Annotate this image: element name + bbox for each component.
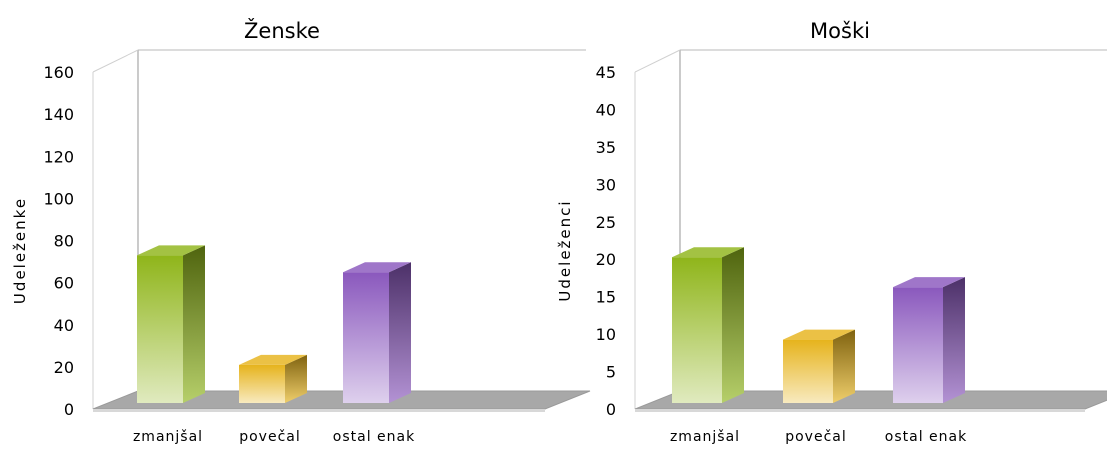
y-tick-label: 60	[54, 274, 74, 293]
y-tick-label: 40	[596, 100, 616, 119]
x-category-label: zmanjšal	[133, 429, 203, 445]
y-tick-label: 0	[64, 400, 74, 419]
y-tick-label: 35	[596, 138, 616, 157]
y-axis-label: Udeleženke	[11, 197, 29, 304]
chart1: 0 20 40 60 80 100 120 140 160 Ženske Udeleženke zma…	[11, 18, 591, 445]
y-tick-label: 5	[606, 363, 616, 382]
chart-floor-edge	[93, 409, 545, 412]
bar-top	[893, 277, 965, 288]
chart-title: Moški	[810, 19, 870, 43]
y-tick-label: 120	[43, 147, 74, 166]
x-category-label: povečal	[785, 429, 847, 445]
y-axis-label: Udeleženci	[556, 199, 574, 301]
bar-side	[833, 329, 855, 403]
y-tick-label: 25	[596, 213, 616, 232]
y-tick-label: 40	[54, 316, 74, 335]
x-category-label: povečal	[239, 429, 301, 445]
bar-front	[137, 255, 183, 403]
bar-side	[943, 277, 965, 403]
bar-front	[343, 272, 389, 403]
side-wall-top-edge	[92, 49, 139, 73]
bar-zmanjšal	[137, 245, 205, 403]
bar-front	[893, 287, 943, 403]
y-tick-label: 20	[54, 358, 74, 377]
y-tick-label: 10	[596, 325, 616, 344]
bar-zmanjšal	[672, 247, 744, 403]
bar-side	[722, 247, 744, 403]
chart-title: Ženske	[244, 18, 320, 43]
bar-side	[183, 245, 205, 403]
y-tick-label: 45	[596, 63, 616, 82]
y-tick-label: 80	[54, 232, 74, 251]
bar-top	[137, 245, 205, 256]
bar-ostal-enak	[343, 262, 411, 403]
bar-povečal	[783, 329, 855, 403]
y-tick-label: 140	[43, 105, 74, 124]
bar-front	[239, 364, 285, 403]
chart2: 0 5 10 15 20 25 30 35 40 45 Moški Udeleženci zmanjša…	[556, 19, 1107, 445]
y-tick-label: 100	[43, 189, 74, 208]
bar-front	[672, 257, 722, 403]
bar-povečal	[239, 354, 307, 403]
bar-top	[239, 354, 307, 365]
bar-front	[783, 339, 833, 403]
y-tick-label: 30	[596, 175, 616, 194]
y-tick-label: 15	[596, 288, 616, 307]
y-tick-label: 0	[606, 400, 616, 419]
bar-top	[783, 329, 855, 340]
x-category-label: ostal enak	[885, 429, 967, 445]
y-tick-label: 20	[596, 250, 616, 269]
x-category-label: zmanjšal	[670, 429, 740, 445]
bar-top	[343, 262, 411, 273]
bar-ostal-enak	[893, 277, 965, 403]
chart-floor-edge	[635, 409, 1085, 412]
bar-side	[389, 262, 411, 403]
side-wall-top-edge	[634, 49, 681, 73]
x-category-label: ostal enak	[333, 429, 415, 445]
bar-side	[285, 354, 307, 403]
y-tick-label: 160	[43, 63, 74, 82]
bar-top	[672, 247, 744, 258]
